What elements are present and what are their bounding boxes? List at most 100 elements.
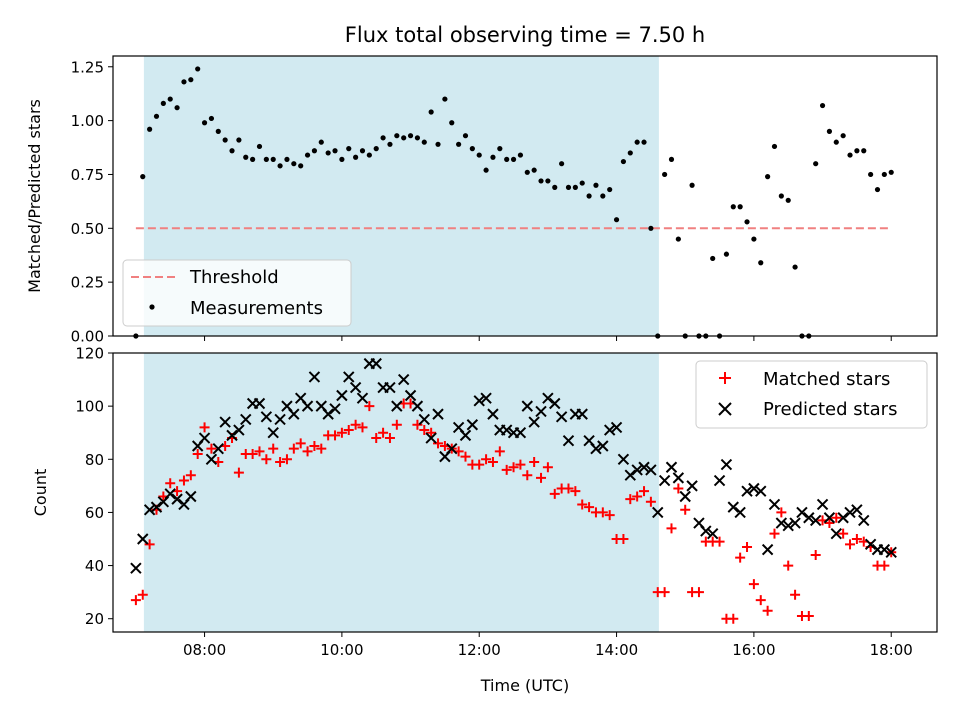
x-tick-label: 10:00 (320, 641, 363, 659)
data-point (639, 486, 650, 497)
data-point (357, 422, 368, 433)
legend-measurements-swatch (149, 304, 155, 310)
data-point (535, 405, 547, 418)
data-point (666, 523, 677, 534)
data-point (648, 225, 654, 231)
data-point (260, 411, 273, 423)
data-point (785, 197, 791, 203)
data-point (143, 504, 156, 516)
data-point (240, 413, 252, 426)
data-point (737, 204, 743, 210)
data-point (322, 408, 334, 420)
data-point (212, 442, 224, 455)
data-point (412, 419, 423, 430)
data-point (549, 488, 560, 499)
data-point (174, 105, 180, 111)
data-point (803, 611, 814, 622)
data-point (433, 438, 444, 449)
plot-frame (112, 55, 938, 337)
data-point (425, 432, 437, 444)
plot-frame (112, 352, 938, 633)
data-point (391, 400, 403, 412)
data-point (720, 458, 733, 471)
data-point (521, 400, 533, 412)
data-point (336, 427, 347, 438)
data-point (645, 464, 657, 476)
y-tick-label: 20 (85, 610, 104, 628)
data-point (604, 510, 615, 521)
x-tick-label: 08:00 (183, 641, 226, 659)
data-point (758, 260, 764, 266)
data-point (346, 146, 352, 152)
data-point (672, 472, 685, 484)
data-point (710, 255, 716, 262)
data-point (823, 512, 836, 524)
data-point (706, 527, 719, 540)
data-point (165, 478, 176, 489)
data-point (137, 533, 149, 545)
data-point (861, 148, 867, 154)
data-point (380, 135, 386, 141)
data-point (419, 425, 430, 436)
data-point (858, 514, 870, 527)
data-point (378, 427, 389, 438)
data-point (864, 538, 877, 551)
legend-label: Predicted stars (763, 399, 897, 420)
data-point (645, 496, 656, 507)
data-point (356, 392, 369, 404)
data-point (514, 427, 527, 439)
data-point (881, 171, 887, 178)
data-point (277, 163, 283, 169)
bottom-panel: 08:00 10:00 12:00 14:00 16:00 18:00 20 40 60 80 10… (31, 345, 938, 695)
data-point (343, 425, 354, 436)
data-point (618, 534, 629, 544)
data-point (418, 413, 430, 426)
data-point (140, 174, 146, 180)
data-point (432, 408, 444, 420)
data-point (679, 490, 691, 503)
data-point (570, 486, 581, 497)
data-point (261, 454, 272, 465)
data-point (404, 389, 417, 402)
data-point (256, 143, 263, 150)
data-point (765, 174, 771, 180)
data-point (641, 139, 647, 145)
data-point (490, 154, 496, 160)
data-point (206, 443, 217, 454)
data-point (329, 403, 341, 415)
data-point (769, 528, 780, 539)
data-point (308, 371, 321, 383)
data-point (474, 459, 485, 470)
data-point (353, 154, 359, 160)
data-point (414, 135, 421, 141)
y-axis-label: Matched/Predicted stars (25, 99, 44, 293)
data-point (316, 443, 327, 454)
data-point (792, 264, 798, 270)
data-point (597, 440, 609, 452)
data-point (778, 193, 784, 199)
data-point (809, 514, 822, 527)
legend-predicted-swatch (718, 402, 732, 416)
data-point (741, 485, 753, 497)
data-point (559, 161, 565, 167)
data-point (350, 419, 361, 430)
data-point (831, 512, 842, 523)
data-point (181, 79, 187, 85)
data-point (267, 427, 279, 439)
data-point (572, 184, 578, 190)
data-point (343, 371, 355, 383)
data-point (713, 474, 726, 487)
data-point (483, 167, 489, 173)
data-point (325, 150, 331, 156)
data-point (600, 193, 606, 199)
x-tick-label: 16:00 (732, 641, 775, 659)
x-tick-label: 12:00 (458, 641, 501, 659)
data-point (751, 236, 757, 242)
data-point (137, 589, 148, 600)
data-point (659, 587, 670, 598)
data-point (851, 534, 862, 544)
data-point (816, 498, 829, 511)
data-point (517, 152, 524, 158)
data-point (301, 400, 314, 412)
x-tick-label: 14:00 (595, 641, 638, 659)
